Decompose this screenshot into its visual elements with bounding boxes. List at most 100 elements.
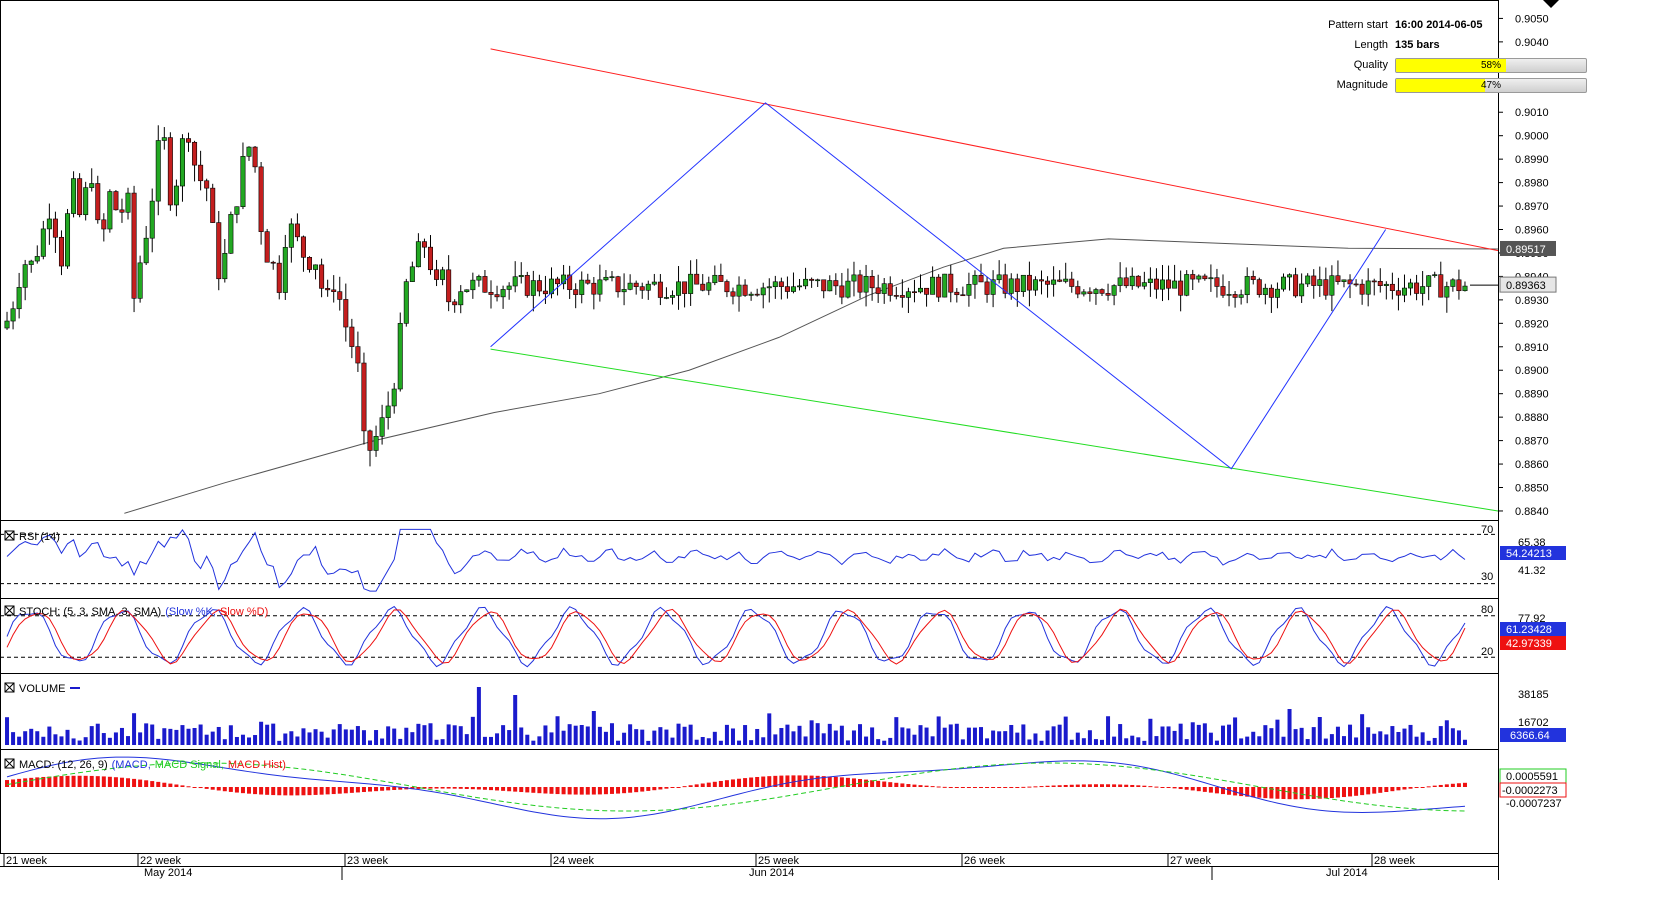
- stoch-collapse-icon[interactable]: [4, 605, 15, 616]
- candle-body: [71, 178, 77, 214]
- volume-bar: [222, 739, 227, 745]
- volume-bar: [809, 720, 814, 745]
- volume-bar: [930, 736, 935, 745]
- macd-hist-bar: [65, 775, 70, 787]
- candle-body: [1432, 274, 1438, 276]
- volume-collapse-icon[interactable]: [4, 682, 15, 693]
- volume-bar: [83, 737, 88, 745]
- candle-body: [851, 274, 857, 282]
- macd-hist-bar: [11, 779, 16, 787]
- candle-body: [234, 206, 240, 215]
- macd-hist-bar: [1335, 787, 1340, 798]
- macd-hist-bar: [253, 787, 258, 795]
- volume-bar: [374, 730, 379, 745]
- candle-body: [1220, 286, 1226, 296]
- volume-bar: [591, 711, 596, 745]
- pattern-info-panel: Pattern start 16:00 2014-06-05 Length 13…: [1260, 16, 1587, 96]
- macd-hist-bar: [132, 778, 137, 787]
- volume-bar: [458, 726, 463, 745]
- pattern-start-label: Pattern start: [1328, 19, 1388, 31]
- wedge-bottom-line: [490, 348, 1499, 512]
- macd-hist-bar: [83, 775, 88, 787]
- candle-body: [942, 273, 948, 298]
- macd-hist-bar: [1154, 786, 1159, 788]
- macd-hist-bar: [410, 787, 415, 790]
- volume-bar: [555, 716, 560, 745]
- candle-body: [270, 261, 276, 264]
- zigzag-line: [490, 102, 1387, 470]
- macd-hist-bar: [882, 781, 887, 787]
- macd-hist-bar: [495, 787, 500, 791]
- y-tick-label: 0.8860: [1515, 459, 1549, 471]
- candle-body: [343, 299, 349, 328]
- stoch-d-label: Slow %D): [220, 606, 268, 618]
- dropdown-arrow-icon[interactable]: [1543, 0, 1559, 8]
- volume-bar: [991, 730, 996, 745]
- candle-body: [294, 223, 300, 238]
- candle-body: [246, 146, 252, 157]
- volume-bar: [216, 726, 221, 745]
- candle-body: [373, 436, 379, 451]
- macd-hist-bar: [779, 775, 784, 787]
- magnitude-bar-fill: [1396, 79, 1486, 92]
- volume-bar: [682, 726, 687, 745]
- macd-hist-bar: [247, 787, 252, 794]
- macd-collapse-icon[interactable]: [4, 758, 15, 769]
- candle-body: [258, 166, 264, 232]
- stoch-title-text: STOCH: (5, 3, SMA, 3, SMA) (Slow %K, Slow …: [19, 606, 268, 618]
- volume-bar: [1305, 739, 1310, 745]
- macd-hist-bar: [761, 776, 766, 787]
- candle-body: [240, 156, 246, 207]
- volume-bar: [1093, 739, 1098, 745]
- macd-axis: 0.0005591 -0.0002273 -0.0007237: [1499, 768, 1567, 810]
- macd-hist-bar: [979, 787, 984, 788]
- rsi-collapse-icon[interactable]: [4, 530, 15, 541]
- week-label: 27 week: [1170, 855, 1211, 867]
- candle-body: [421, 241, 427, 248]
- macd-hist-bar: [428, 787, 433, 789]
- candle-body: [1045, 280, 1051, 285]
- volume-bar: [307, 732, 312, 745]
- candle-body: [125, 192, 131, 213]
- volume-bar: [543, 725, 548, 745]
- volume-tick-low: 16702: [1518, 717, 1549, 729]
- candle-body: [712, 274, 718, 284]
- macd-hist-bar: [1263, 787, 1268, 799]
- macd-hist-bar: [186, 786, 191, 788]
- volume-bar: [1426, 740, 1431, 745]
- macd-hist-bar: [446, 787, 451, 789]
- week-label: 28 week: [1374, 855, 1415, 867]
- candle-body: [482, 276, 488, 293]
- stoch-label: STOCH: (5, 3, SMA, 3, SMA): [19, 606, 161, 618]
- candle-body: [555, 278, 561, 285]
- macd-hist-bar: [573, 787, 578, 795]
- volume-bar: [47, 726, 52, 745]
- macd-hist-bar: [1299, 787, 1304, 800]
- macd-hist-bar: [773, 775, 778, 787]
- macd-hist-bar: [1257, 787, 1262, 798]
- volume-bar: [622, 732, 627, 745]
- volume-value: 6366.64: [1510, 730, 1550, 742]
- pattern-start-row: Pattern start 16:00 2014-06-05: [1260, 16, 1560, 36]
- wedge-top-line: [490, 48, 1499, 252]
- candle-body: [458, 291, 464, 306]
- candle-body: [645, 283, 651, 291]
- candle-body: [730, 291, 736, 297]
- volume-bar: [1142, 740, 1147, 745]
- pattern-magnitude-row: Magnitude 47%: [1260, 76, 1587, 96]
- rsi-label: RSI (14): [19, 531, 60, 543]
- volume-bar: [1045, 730, 1050, 745]
- macd-hist-bar: [53, 776, 58, 787]
- candle-body: [736, 284, 742, 297]
- y-tick-label: 0.8990: [1515, 154, 1549, 166]
- candle-body: [1274, 288, 1280, 298]
- macd-hist-bar: [95, 776, 100, 787]
- volume-bar: [5, 717, 10, 745]
- magnitude-text: 47%: [1480, 80, 1501, 91]
- volume-bar: [646, 740, 651, 745]
- macd-hist-bar: [1166, 787, 1171, 788]
- candle-body: [10, 308, 16, 322]
- volume-bar: [658, 727, 663, 745]
- macd-hist-bar: [906, 784, 911, 787]
- macd-hist-bar: [101, 776, 106, 787]
